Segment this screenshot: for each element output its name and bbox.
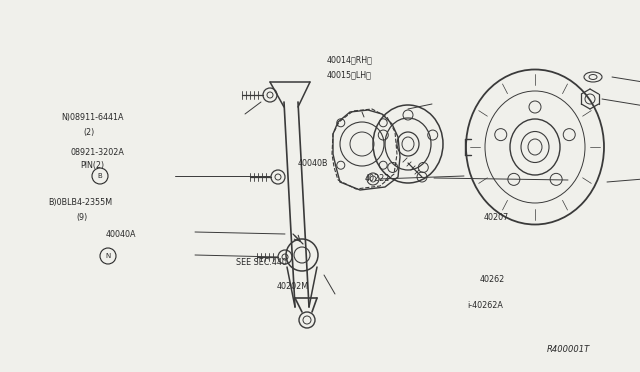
Text: (2): (2) bbox=[83, 128, 95, 137]
Text: (9): (9) bbox=[77, 213, 88, 222]
Text: 40040A: 40040A bbox=[106, 230, 136, 239]
Text: N: N bbox=[106, 253, 111, 259]
Text: B)0BLB4-2355M: B)0BLB4-2355M bbox=[48, 198, 112, 207]
Text: 40262: 40262 bbox=[480, 275, 505, 284]
Text: 40015〈LH〉: 40015〈LH〉 bbox=[326, 70, 371, 79]
Text: N)08911-6441A: N)08911-6441A bbox=[61, 113, 124, 122]
Text: R400001T: R400001T bbox=[547, 345, 591, 354]
Text: 40222: 40222 bbox=[365, 174, 390, 183]
Text: B: B bbox=[98, 173, 102, 179]
Text: 40040B: 40040B bbox=[298, 159, 328, 168]
Text: 08921-3202A: 08921-3202A bbox=[70, 148, 124, 157]
Text: 40014〈RH〉: 40014〈RH〉 bbox=[326, 55, 372, 64]
Text: 40202M: 40202M bbox=[276, 282, 308, 291]
Text: SEE SEC.440: SEE SEC.440 bbox=[236, 258, 286, 267]
Text: 40207: 40207 bbox=[483, 213, 508, 222]
Text: PIN(2): PIN(2) bbox=[80, 161, 104, 170]
Text: i-40262A: i-40262A bbox=[467, 301, 503, 310]
